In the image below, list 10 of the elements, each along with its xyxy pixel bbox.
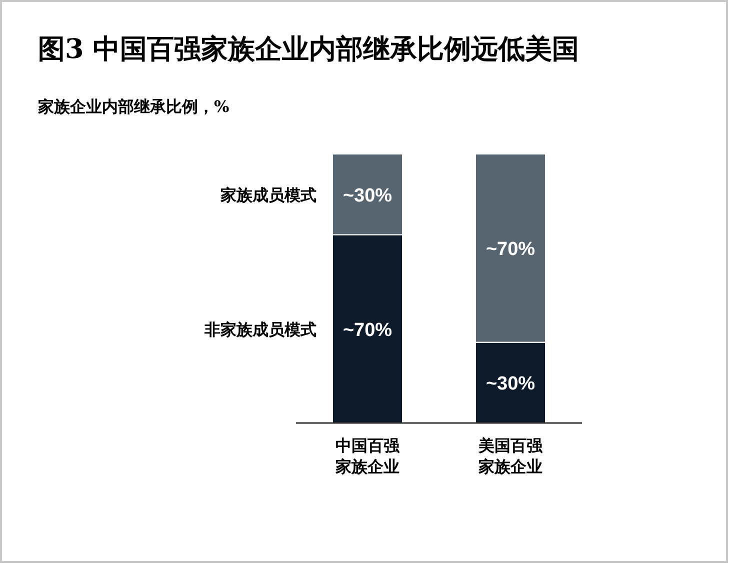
series-label: 家族成员模式: [220, 185, 316, 204]
data-label: ~30%: [342, 185, 392, 206]
chart-title: 图3 中国百强家族企业内部继承比例远低美国: [38, 34, 580, 65]
x-tick-label: 美国百强家族企业: [478, 436, 544, 476]
text: 家族企业内部继承比例，%: [37, 97, 230, 116]
series-label: 非家族成员模式: [204, 320, 316, 339]
data-label: ~30%: [486, 374, 536, 395]
data-label: ~70%: [486, 239, 536, 260]
data-label: ~70%: [342, 320, 392, 341]
x-tick-label: 中国百强家族企业: [334, 436, 400, 476]
